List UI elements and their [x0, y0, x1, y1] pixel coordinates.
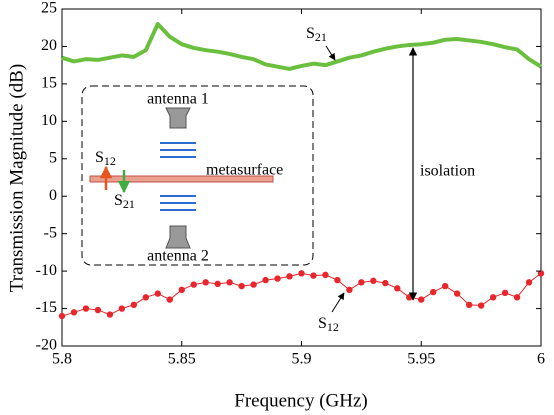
data-point [346, 286, 353, 294]
data-point [310, 272, 317, 279]
data-point [238, 282, 245, 290]
data-point [382, 279, 389, 287]
data-point [501, 289, 509, 297]
data-point [406, 294, 413, 301]
horn-top [165, 107, 191, 129]
subscript: 12 [327, 320, 339, 334]
y-tick-label: 20 [41, 37, 57, 54]
symbol: S [114, 192, 123, 209]
annotation: isolation [420, 163, 475, 180]
data-point [118, 305, 126, 312]
data-point [130, 301, 138, 309]
y-tick-label: -10 [36, 262, 57, 279]
data-point [214, 280, 221, 288]
data-point [525, 279, 533, 286]
y-tick-label: -20 [36, 337, 57, 354]
data-point [166, 296, 173, 303]
series-line [61, 21, 543, 71]
annotation: S21 [306, 25, 327, 44]
x-tick-label: 5.95 [407, 351, 435, 368]
data-point [286, 273, 293, 280]
data-point [274, 275, 281, 282]
y-tick-label: -15 [36, 299, 57, 316]
subscript: 21 [123, 197, 135, 211]
data-point [250, 281, 257, 288]
data-point [106, 311, 114, 318]
metasurface-bar [89, 175, 274, 183]
inset-label: S21 [114, 192, 135, 211]
data-point [178, 286, 185, 294]
data-point [94, 306, 102, 314]
data-point [142, 294, 150, 301]
y-tick-label: 10 [41, 112, 57, 129]
data-point [430, 288, 437, 296]
x-tick-label: 5.9 [292, 351, 312, 368]
horn-bottom [165, 225, 191, 249]
inset: antenna 1 antenna 2 metasurface S12 S21 [81, 85, 314, 266]
annotation-arrow [331, 292, 345, 313]
series-line [61, 272, 542, 317]
symbol: S [95, 149, 104, 166]
wave-lines [160, 142, 196, 211]
data-point [453, 290, 461, 297]
data-point [537, 270, 545, 277]
subscript: 12 [104, 154, 116, 168]
data-point [262, 276, 269, 284]
data-point [370, 277, 377, 285]
data-point [334, 276, 341, 284]
data-point [322, 271, 329, 279]
data-point [298, 270, 305, 277]
data-point [202, 279, 209, 286]
data-point [477, 302, 485, 309]
data-point [418, 296, 425, 303]
annotation: S12 [318, 315, 339, 334]
x-tick-label: 6 [537, 351, 545, 368]
y-tick-label: 15 [41, 75, 57, 92]
data-point [394, 285, 401, 292]
x-tick-label: 5.85 [168, 351, 196, 368]
subscript: 21 [315, 30, 327, 44]
inset-label: antenna 2 [147, 248, 209, 265]
data-point [513, 294, 521, 301]
y-tick-label: 5 [49, 149, 57, 166]
annotation-arrow [325, 45, 336, 61]
inset-label: metasurface [206, 162, 283, 179]
data-point [58, 312, 66, 320]
data-point [358, 279, 365, 286]
symbol: S [318, 315, 327, 332]
inset-label: S12 [95, 149, 116, 168]
y-tick-label: -5 [44, 224, 57, 241]
data-point [70, 309, 78, 316]
data-point [82, 305, 90, 312]
y-axis-label: Transmission Magnitude (dB) [6, 64, 27, 292]
data-point [154, 290, 161, 297]
x-tick-label: 5.8 [52, 351, 72, 368]
data-point [489, 294, 497, 301]
x-axis-label: Frequency (GHz) [234, 390, 367, 411]
y-tick-label: 0 [49, 187, 57, 204]
data-point [190, 281, 197, 288]
y-tick-label: 25 [41, 0, 57, 17]
data-point [442, 282, 449, 290]
symbol: S [306, 25, 315, 42]
data-point [465, 301, 473, 309]
inset-label: antenna 1 [147, 91, 209, 108]
data-point [226, 279, 233, 286]
